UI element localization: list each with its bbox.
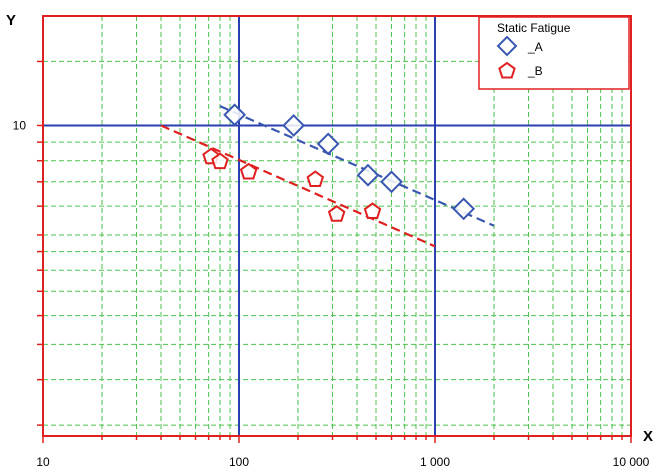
y-axis-title: Y xyxy=(6,12,16,29)
plot-frame xyxy=(37,15,632,443)
x-tick-label: 1 000 xyxy=(420,455,450,469)
legend-title: Static Fatigue xyxy=(497,21,571,35)
legend-label: _A xyxy=(527,40,543,54)
data-point-b xyxy=(306,170,325,188)
legend-marker xyxy=(496,35,518,57)
x-tick-label: 10 xyxy=(36,455,50,469)
trend-lines xyxy=(160,105,495,248)
data-point-a xyxy=(223,103,247,127)
data-point-a xyxy=(316,132,340,156)
data-point-b xyxy=(363,202,382,219)
plot-border xyxy=(42,15,632,437)
legend-marker xyxy=(498,61,516,79)
data-point-b xyxy=(327,205,346,222)
data-point-a xyxy=(452,197,476,221)
legend: Static Fatigue _A _B xyxy=(478,16,630,90)
data-point-b xyxy=(211,152,229,170)
trend-line-a xyxy=(219,105,495,227)
x-tick-label: 100 xyxy=(229,455,249,469)
data-points xyxy=(202,103,476,222)
grid xyxy=(43,16,631,436)
data-point-a xyxy=(282,114,306,137)
data-point-a xyxy=(380,170,403,194)
legend-items: _A _B xyxy=(496,35,543,79)
legend-label: _B xyxy=(527,64,543,78)
trend-line-b xyxy=(160,124,436,248)
x-tick-label: 10 000 xyxy=(613,455,650,469)
y-tick-label: 10 xyxy=(13,118,27,132)
tick-labels: 10 100 1 000 10 000 10 xyxy=(13,118,650,469)
x-axis-title: X xyxy=(643,428,653,445)
data-point-a xyxy=(356,163,380,187)
data-point-b xyxy=(239,162,258,180)
